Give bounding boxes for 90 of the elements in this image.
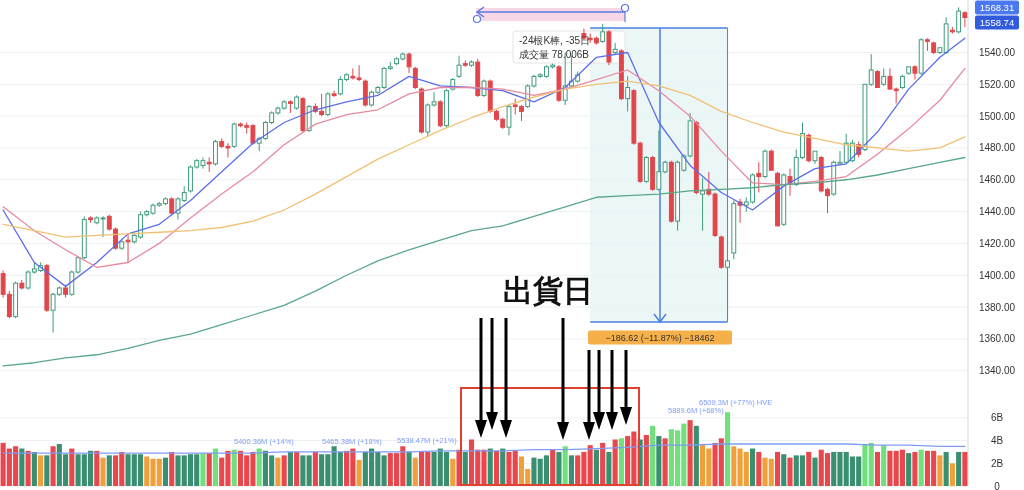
bar: [169, 451, 175, 486]
bar: [381, 455, 387, 486]
bar: [206, 453, 212, 486]
bar: [212, 448, 219, 486]
annotation: -24根K棒, -35日: [519, 35, 591, 46]
bar: [656, 436, 662, 486]
bar: [44, 455, 50, 486]
line-series: [2, 80, 966, 238]
bar: [306, 455, 312, 486]
line-series: [2, 67, 966, 268]
bar: [612, 439, 618, 486]
bar: [256, 448, 262, 486]
bar: [949, 463, 955, 486]
bar: [912, 451, 918, 486]
bar: [50, 446, 56, 486]
bar: [94, 450, 100, 486]
bar: [662, 438, 668, 486]
bar: [69, 448, 75, 486]
y-tick-label: 4B: [990, 435, 1004, 447]
bar: [881, 445, 887, 486]
bar: [962, 451, 968, 486]
text: 1558.74: [979, 17, 1015, 28]
bar: [756, 451, 762, 486]
bar: [606, 451, 612, 486]
bar: [312, 451, 318, 486]
bar: [406, 451, 412, 486]
annotation: −186.62 (−11.87%) −18462: [605, 333, 715, 343]
y-tick-label: 0: [994, 480, 1001, 490]
bar: [25, 450, 31, 486]
line-series: [2, 156, 966, 367]
bar: [806, 451, 812, 486]
bar: [956, 451, 962, 486]
bar: [918, 449, 924, 486]
bar: [725, 412, 731, 486]
bar: [687, 420, 693, 486]
y-tick-label: 1360.00: [978, 333, 1016, 345]
bar: [412, 457, 418, 486]
bar: [294, 451, 300, 486]
bar: [38, 455, 44, 486]
bar: [200, 453, 206, 486]
bar: [275, 457, 281, 486]
bar: [100, 457, 106, 486]
bar: [593, 449, 599, 486]
y-tick-label: 1420.00: [978, 237, 1016, 249]
annotation: 成交量 78.006B: [519, 49, 590, 60]
bar: [162, 457, 169, 486]
bar: [587, 445, 593, 486]
bar: [106, 455, 112, 486]
bar: [600, 442, 606, 486]
y-tick-label: 1520.00: [978, 78, 1016, 90]
bar: [281, 455, 287, 486]
bar: [874, 451, 881, 486]
y-tick-label: 1500.00: [978, 110, 1016, 122]
text: 1568.31: [979, 2, 1015, 13]
bar: [937, 455, 943, 486]
bar: [462, 451, 468, 486]
bar: [943, 451, 949, 486]
bar: [356, 459, 362, 486]
bar: [231, 449, 237, 486]
bar: [450, 458, 456, 486]
annotation: 出貨日: [503, 274, 593, 307]
y-tick-label: 1400.00: [978, 269, 1016, 281]
y-tick-label: 1380.00: [978, 301, 1016, 313]
bar: [562, 446, 568, 486]
bar: [300, 455, 306, 486]
bar: [618, 438, 624, 486]
y-tick-label: 2B: [990, 457, 1004, 469]
bar: [19, 448, 25, 486]
y-tick-label: 1460.00: [978, 174, 1016, 186]
bar: [787, 457, 793, 486]
bar: [693, 425, 699, 486]
bar: [774, 451, 781, 486]
y-tick-label: 6B: [990, 412, 1004, 424]
bar: [749, 448, 756, 486]
bar: [650, 425, 656, 486]
bar: [568, 455, 574, 486]
y-tick-label: 1440.00: [978, 206, 1016, 218]
bar: [812, 457, 818, 486]
bar: [643, 434, 649, 486]
bar: [781, 454, 787, 486]
y-tick-label: 1540.00: [978, 47, 1016, 58]
y-tick-label: 1480.00: [978, 142, 1016, 154]
bar: [556, 451, 562, 486]
y-tick-label: 1340.00: [978, 365, 1016, 377]
bar: [906, 453, 912, 486]
bar: [287, 451, 293, 486]
bar: [31, 451, 37, 486]
bar: [550, 449, 556, 486]
bar: [887, 450, 893, 486]
bar: [493, 450, 500, 486]
